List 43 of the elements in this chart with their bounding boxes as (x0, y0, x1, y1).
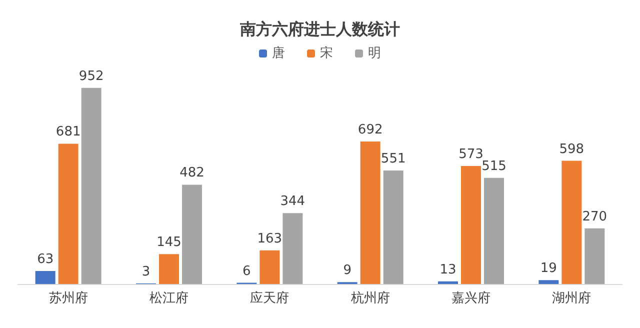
data-label: 551 (380, 151, 406, 166)
data-label: 6 (242, 264, 251, 279)
bar (461, 166, 481, 284)
x-tick-label: 嘉兴府 (452, 290, 490, 306)
data-label: 270 (582, 209, 608, 224)
bar (438, 281, 458, 284)
data-label: 145 (156, 235, 182, 250)
data-label: 63 (37, 252, 54, 268)
bar (538, 280, 559, 284)
bar (360, 141, 380, 284)
data-label: 482 (180, 166, 204, 181)
x-tick-label: 杭州府 (350, 290, 390, 306)
bar (584, 228, 605, 284)
legend-label: 明 (368, 46, 381, 61)
bar (260, 250, 280, 284)
data-label: 163 (257, 231, 282, 246)
data-label: 9 (343, 263, 352, 278)
data-label: 573 (458, 146, 484, 162)
bar (81, 88, 102, 284)
data-label: 19 (540, 261, 557, 276)
data-label: 598 (559, 142, 584, 157)
data-label: 515 (482, 158, 506, 174)
bar (282, 213, 303, 284)
bar (58, 144, 78, 284)
data-label: 3 (142, 264, 150, 280)
legend-label: 宋 (320, 45, 333, 61)
x-tick-label: 苏州府 (48, 290, 88, 306)
chart-title: 南方六府进士人数统计 (239, 20, 400, 38)
bar (562, 160, 582, 284)
bar (484, 178, 504, 284)
data-label: 952 (78, 68, 104, 84)
data-label: 13 (440, 262, 456, 278)
x-tick-label: 松江府 (150, 290, 188, 306)
legend-label: 唐 (272, 46, 285, 61)
x-tick-label: 湖州府 (552, 290, 592, 306)
data-label: 681 (56, 124, 81, 140)
data-label: 692 (358, 122, 383, 138)
bar (35, 271, 56, 284)
x-tick-label: 应天府 (250, 290, 290, 306)
bar (383, 170, 404, 284)
bar (182, 184, 202, 284)
bar (159, 254, 179, 284)
data-label: 344 (280, 194, 306, 210)
